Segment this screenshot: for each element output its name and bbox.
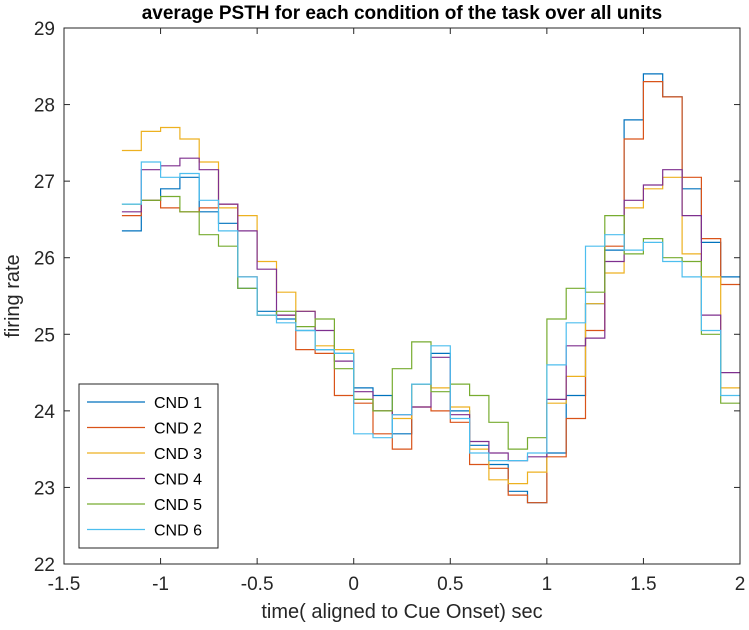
legend-label-cnd-4: CND 4 [154,472,202,489]
legend-label-cnd-1: CND 1 [154,395,202,412]
y-tick-label: 27 [34,172,55,193]
x-tick-label: 1.5 [630,574,656,595]
x-axis-label: time( aligned to Cue Onset) sec [261,601,542,623]
y-tick-label: 26 [34,249,55,270]
y-tick-label: 28 [34,96,55,117]
y-tick-label: 24 [34,402,56,423]
x-tick-label: -1 [152,574,169,595]
x-tick-label: 2 [735,574,746,595]
legend-label-cnd-3: CND 3 [154,446,202,463]
series-layer [121,73,740,504]
axes-box [63,27,741,565]
y-tick-label: 22 [34,555,55,576]
x-tick-label: 0.5 [437,574,463,595]
legend-label-cnd-2: CND 2 [154,421,202,438]
x-tick-label: 0 [348,574,359,595]
x-tick-label: 1 [542,574,553,595]
y-tick-label: 25 [34,325,55,346]
chart-title: average PSTH for each condition of the t… [142,3,663,24]
x-tick-label: -0.5 [241,574,274,595]
series-line-cnd-6 [121,161,740,462]
legend: CND 1 CND 2 CND 3 CND 4 CND 5 CND 6 [78,383,219,549]
y-tick-label: 23 [34,478,55,499]
y-tick-label: 29 [34,19,55,40]
legend-box [78,383,219,549]
legend-label-cnd-5: CND 5 [154,497,202,514]
y-axis-label: firing rate [2,254,24,337]
legend-label-cnd-6: CND 6 [154,523,202,540]
x-tick-label: -1.5 [48,574,81,595]
